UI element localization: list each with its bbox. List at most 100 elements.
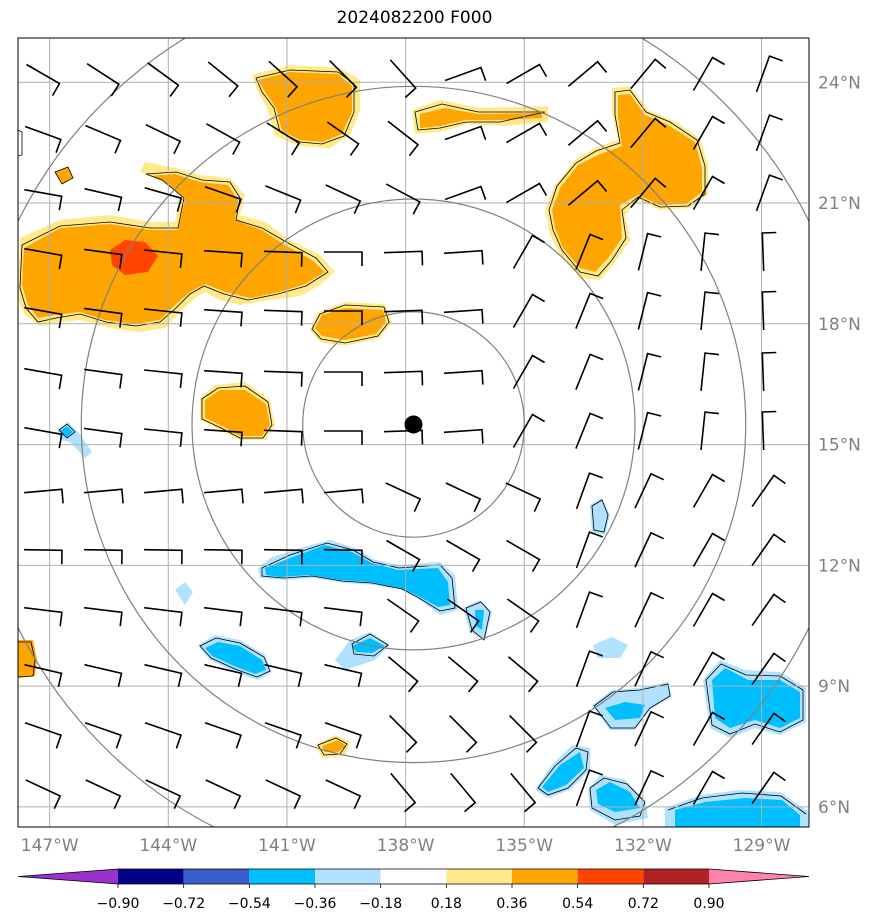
wind-barb	[755, 55, 783, 93]
wind-barb	[84, 248, 123, 269]
wind-barb	[203, 428, 243, 447]
wind-barb	[264, 722, 303, 749]
wind-barb	[84, 488, 124, 504]
colorbar-tick-label: 0.36	[496, 896, 527, 912]
map-title: 2024082200 F000	[336, 8, 493, 28]
wind-barb	[755, 114, 783, 152]
wind-barb	[144, 488, 184, 504]
wind-barb	[449, 715, 478, 753]
wind-barb	[443, 369, 484, 385]
wind-barb	[26, 63, 61, 97]
colorbar-tick-label: 0.18	[431, 896, 462, 912]
wind-barb	[387, 120, 420, 157]
wind-barb	[389, 59, 417, 99]
wind-barb	[143, 548, 183, 565]
pos-patch-ribbon-mid	[420, 108, 542, 128]
colorbar-segment	[643, 869, 709, 884]
neg-patch-se-a-mid	[605, 702, 645, 720]
wind-barb	[85, 124, 122, 154]
colorbar-max-extend	[709, 869, 809, 884]
lon-tick-label: 129°W	[733, 836, 791, 856]
wind-barb	[24, 125, 62, 153]
wind-barb	[512, 354, 546, 389]
wind-barb	[263, 429, 303, 446]
wind-barb	[630, 58, 667, 90]
lat-tick-label: 6°N	[818, 798, 850, 818]
wind-barb	[84, 606, 123, 627]
neg-patch-s-mid	[596, 782, 640, 812]
wind-barbs	[23, 55, 786, 813]
wind-barb	[204, 488, 244, 504]
colorbar-tick-label: −0.18	[359, 896, 402, 912]
wind-barb	[324, 488, 364, 504]
neg-patch-mid-small-mid	[475, 610, 484, 630]
contour-sse	[537, 747, 589, 796]
pos-patch-ne-mid	[552, 94, 702, 272]
wind-barb	[575, 531, 603, 569]
contour-se-b	[705, 663, 804, 735]
wind-barb	[692, 592, 726, 627]
colorbar-segment	[183, 869, 250, 884]
wind-barb	[700, 411, 719, 450]
colorbar-tick-label: −0.72	[162, 896, 205, 912]
lat-lon-gridlines	[18, 38, 809, 827]
wind-barb	[325, 779, 362, 810]
colorbar-tick-label: 0.90	[693, 896, 724, 912]
wind-barb	[263, 250, 303, 267]
pos-patch-edge-left	[18, 640, 37, 678]
wind-barb	[324, 371, 363, 386]
wind-barb	[755, 174, 783, 212]
wind-barb	[24, 488, 64, 504]
wind-barb	[692, 532, 726, 567]
wind-barb	[24, 426, 63, 449]
wind-barb	[692, 115, 726, 150]
contour-band	[261, 542, 456, 612]
wind-barb	[385, 482, 422, 513]
wind-barb	[205, 779, 242, 810]
wind-barb	[506, 182, 548, 204]
wind-barb	[692, 56, 726, 91]
latitude-labels: 6°N 9°N 12°N 15°N 18°N 21°N 24°N	[818, 73, 861, 818]
lon-tick-label: 132°W	[614, 836, 672, 856]
colorbar-segment	[446, 869, 512, 884]
wind-barb	[84, 722, 123, 749]
wind-barb	[630, 117, 667, 149]
contour-center-s	[351, 633, 389, 657]
colorbar: −0.90 −0.72 −0.54 −0.36 −0.18 0.18 0.36 0.54 0.7…	[17, 868, 810, 912]
wind-barb	[751, 712, 786, 746]
wind-barb	[444, 185, 487, 201]
wind-barb	[264, 606, 303, 627]
wind-barb	[445, 482, 482, 513]
colorbar-segment	[118, 869, 184, 884]
pos-patch-west-mid	[22, 174, 325, 324]
colorbar-segment	[380, 869, 447, 884]
wind-barb	[323, 548, 363, 565]
neg-patch-e-small	[593, 637, 628, 658]
lat-tick-label: 9°N	[818, 677, 850, 697]
colorbar-segment	[249, 869, 315, 884]
wind-barb	[86, 63, 121, 97]
wind-barb	[505, 482, 542, 513]
wind-barb	[634, 710, 665, 747]
wind-barb	[326, 121, 360, 156]
wind-barb	[25, 779, 62, 810]
lon-tick-label: 144°W	[139, 836, 197, 856]
wind-barb	[264, 488, 304, 504]
wind-barb	[325, 184, 362, 215]
wind-barb	[264, 663, 303, 688]
wind-barb	[324, 251, 363, 266]
pos-patch-west-high	[110, 240, 158, 275]
range-ring	[302, 311, 525, 538]
colorbar-min-extend	[18, 869, 118, 884]
wind-barb	[567, 60, 608, 87]
negative-anomaly-fills	[58, 422, 809, 827]
wind-barb	[266, 122, 301, 156]
wind-barb	[387, 656, 419, 693]
neg-patch-se-b-mid	[712, 668, 800, 728]
wind-barb	[84, 368, 123, 389]
wind-barb	[24, 247, 63, 270]
wind-barb	[204, 722, 243, 749]
contour-sw	[199, 637, 271, 678]
wind-barb	[144, 663, 183, 688]
pos-patch-south-small-mid	[322, 740, 346, 752]
